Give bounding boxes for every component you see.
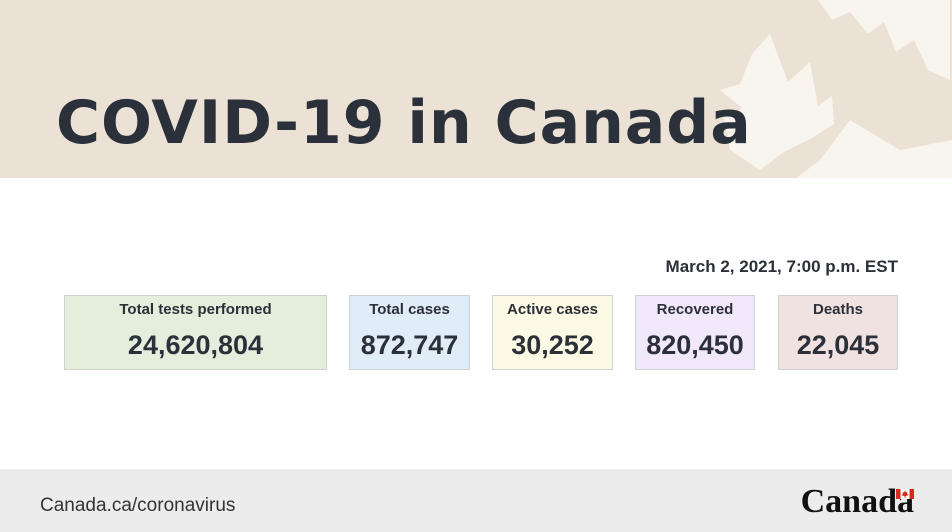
stat-value: 24,620,804 (127, 330, 264, 360)
stat-card-total-tests: Total tests performed 24,620,804 (64, 295, 327, 370)
stat-label: Total tests performed (119, 301, 272, 318)
stat-card-recovered: Recovered 820,450 (635, 295, 755, 370)
stat-value: 872,747 (360, 330, 459, 360)
stat-value: 22,045 (796, 330, 880, 360)
stat-label: Active cases (507, 301, 598, 318)
stat-card-deaths: Deaths 22,045 (778, 295, 898, 370)
stat-label: Recovered (656, 301, 734, 318)
maple-leaf-icon (720, 0, 952, 178)
stat-card-total-cases: Total cases 872,747 (349, 295, 470, 370)
timestamp: March 2, 2021, 7:00 p.m. EST (665, 257, 898, 276)
stat-value: 30,252 (511, 330, 594, 360)
coronavirus-link[interactable]: Canada.ca/coronavirus (40, 495, 236, 516)
canada-flag-icon (896, 489, 914, 499)
footer: Canada.ca/coronavirus Canada (0, 469, 952, 532)
stat-card-active-cases: Active cases 30,252 (492, 295, 613, 370)
canada-wordmark: Canada (800, 483, 914, 520)
stat-label: Deaths (812, 301, 864, 318)
stat-value: 820,450 (646, 330, 744, 360)
page-title: COVID-19 in Canada (56, 88, 752, 158)
header-banner: COVID-19 in Canada (0, 0, 952, 178)
stat-label: Total cases (369, 301, 450, 318)
